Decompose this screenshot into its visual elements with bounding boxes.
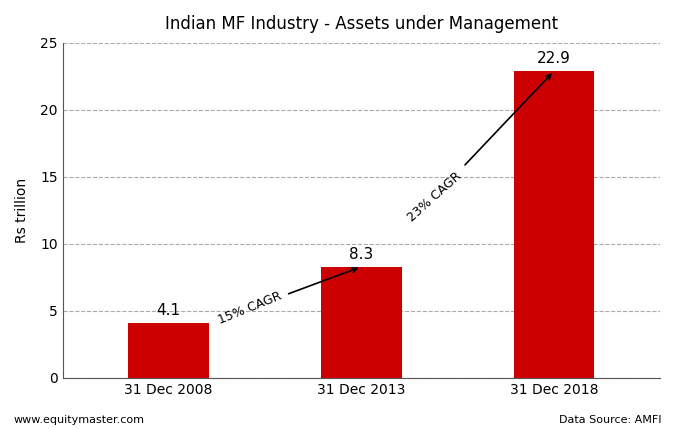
Text: 4.1: 4.1 xyxy=(157,303,181,318)
Bar xyxy=(321,267,402,378)
Text: 15% CAGR: 15% CAGR xyxy=(216,268,357,327)
Text: 22.9: 22.9 xyxy=(537,51,571,66)
Text: 23% CAGR: 23% CAGR xyxy=(405,74,551,224)
Text: Data Source: AMFI: Data Source: AMFI xyxy=(559,415,662,425)
Text: 8.3: 8.3 xyxy=(349,247,373,262)
Y-axis label: Rs trillion: Rs trillion xyxy=(15,178,29,243)
Bar xyxy=(514,71,595,378)
Bar xyxy=(128,323,209,378)
Title: Indian MF Industry - Assets under Management: Indian MF Industry - Assets under Manage… xyxy=(165,15,558,33)
Text: www.equitymaster.com: www.equitymaster.com xyxy=(14,415,144,425)
